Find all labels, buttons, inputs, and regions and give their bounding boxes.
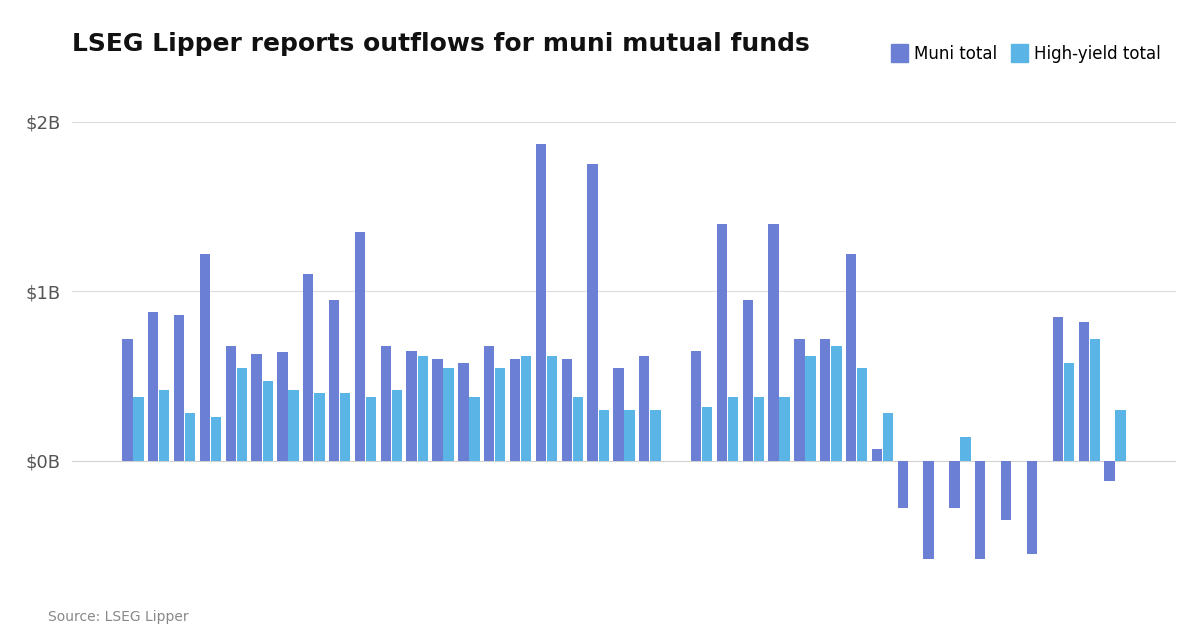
Bar: [174, 315, 185, 461]
Bar: [754, 396, 764, 461]
Bar: [304, 275, 313, 461]
Bar: [743, 300, 752, 461]
Bar: [727, 396, 738, 461]
Bar: [691, 351, 701, 461]
Bar: [624, 410, 635, 461]
Bar: [780, 396, 790, 461]
Bar: [469, 396, 480, 461]
Bar: [226, 346, 236, 461]
Bar: [277, 352, 288, 461]
Bar: [883, 413, 893, 461]
Bar: [650, 410, 660, 461]
Bar: [236, 368, 247, 461]
Text: LSEG Lipper reports outflows for muni mutual funds: LSEG Lipper reports outflows for muni mu…: [72, 32, 810, 56]
Bar: [599, 410, 608, 461]
Bar: [418, 356, 428, 461]
Bar: [496, 368, 505, 461]
Bar: [1104, 461, 1115, 481]
Bar: [407, 351, 416, 461]
Bar: [1116, 410, 1126, 461]
Bar: [588, 164, 598, 461]
Bar: [199, 254, 210, 461]
Bar: [148, 312, 158, 461]
Bar: [160, 390, 169, 461]
Bar: [288, 390, 299, 461]
Bar: [857, 368, 868, 461]
Bar: [314, 393, 324, 461]
Bar: [794, 339, 804, 461]
Bar: [1079, 322, 1088, 461]
Bar: [263, 381, 272, 461]
Bar: [562, 359, 572, 461]
Bar: [960, 437, 971, 461]
Bar: [846, 254, 857, 461]
Bar: [871, 449, 882, 461]
Bar: [640, 356, 649, 461]
Bar: [252, 354, 262, 461]
Legend: Muni total, High-yield total: Muni total, High-yield total: [884, 38, 1168, 69]
Bar: [484, 346, 494, 461]
Bar: [898, 461, 908, 508]
Bar: [949, 461, 960, 508]
Bar: [340, 393, 350, 461]
Bar: [1027, 461, 1037, 554]
Bar: [366, 396, 377, 461]
Bar: [924, 461, 934, 559]
Bar: [702, 407, 713, 461]
Bar: [211, 417, 221, 461]
Bar: [832, 346, 841, 461]
Bar: [122, 339, 132, 461]
Bar: [1063, 363, 1074, 461]
Bar: [380, 346, 391, 461]
Bar: [547, 356, 557, 461]
Bar: [805, 356, 816, 461]
Bar: [535, 144, 546, 461]
Bar: [1052, 317, 1063, 461]
Bar: [391, 390, 402, 461]
Bar: [820, 339, 830, 461]
Bar: [1090, 339, 1100, 461]
Bar: [521, 356, 532, 461]
Bar: [716, 224, 727, 461]
Bar: [355, 232, 365, 461]
Bar: [185, 413, 196, 461]
Bar: [458, 363, 468, 461]
Bar: [510, 359, 521, 461]
Bar: [444, 368, 454, 461]
Bar: [976, 461, 985, 559]
Bar: [329, 300, 340, 461]
Bar: [432, 359, 443, 461]
Bar: [133, 396, 144, 461]
Bar: [1001, 461, 1012, 520]
Text: Source: LSEG Lipper: Source: LSEG Lipper: [48, 610, 188, 624]
Bar: [572, 396, 583, 461]
Bar: [768, 224, 779, 461]
Bar: [613, 368, 624, 461]
